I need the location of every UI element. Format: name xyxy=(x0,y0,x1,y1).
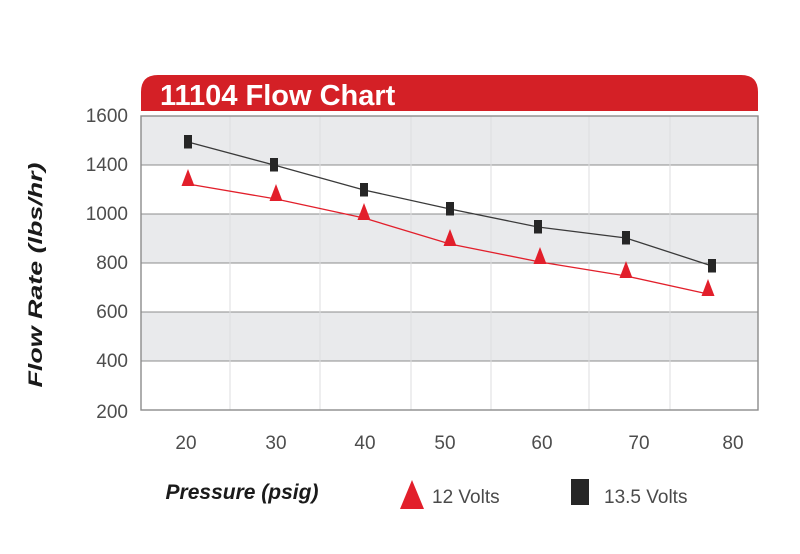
svg-text:200: 200 xyxy=(96,402,128,423)
svg-text:80: 80 xyxy=(722,433,743,454)
svg-text:13.5 Volts: 13.5 Volts xyxy=(604,487,687,508)
svg-text:60: 60 xyxy=(531,433,552,454)
svg-text:Flow Rate (lbs/hr): Flow Rate (lbs/hr) xyxy=(26,163,47,388)
svg-text:20: 20 xyxy=(175,433,196,454)
svg-text:70: 70 xyxy=(628,433,649,454)
svg-text:11104 Flow Chart: 11104 Flow Chart xyxy=(160,80,396,112)
svg-text:400: 400 xyxy=(96,351,128,372)
svg-text:1400: 1400 xyxy=(86,155,128,176)
svg-text:600: 600 xyxy=(96,302,128,323)
svg-text:800: 800 xyxy=(96,253,128,274)
svg-text:1000: 1000 xyxy=(86,204,128,225)
svg-text:Pressure (psig): Pressure (psig) xyxy=(166,481,319,504)
svg-text:40: 40 xyxy=(354,433,375,454)
svg-text:50: 50 xyxy=(434,433,455,454)
svg-text:1600: 1600 xyxy=(86,106,128,127)
svg-text:12 Volts: 12 Volts xyxy=(432,487,500,508)
svg-text:30: 30 xyxy=(265,433,286,454)
